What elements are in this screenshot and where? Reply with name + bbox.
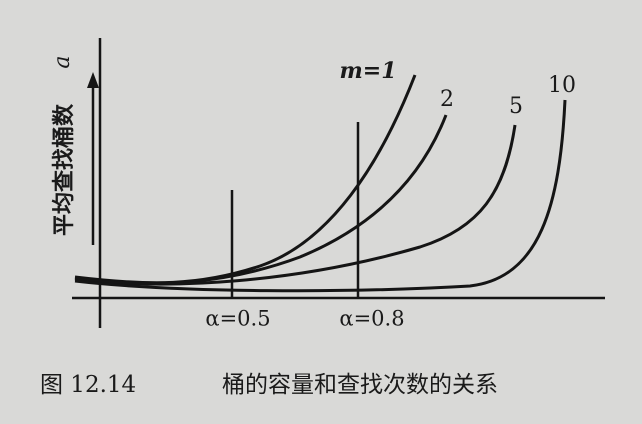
curve-label: 2: [440, 87, 454, 112]
curve-label: 10: [548, 73, 576, 98]
caption-number: 图 12.14: [40, 372, 136, 398]
y-axis-label: 平均查找桶数: [51, 103, 77, 236]
marker-label: α=0.5: [205, 307, 270, 331]
curve-label: 5: [509, 94, 523, 119]
y-axis-symbol: a: [50, 55, 75, 68]
curve-label: m=1: [339, 58, 396, 84]
curve: [74, 99, 567, 293]
arrow-head: [87, 72, 99, 88]
caption-text: 桶的容量和查找次数的关系: [222, 372, 498, 398]
marker-label: α=0.8: [339, 307, 404, 331]
curve: [74, 124, 517, 286]
